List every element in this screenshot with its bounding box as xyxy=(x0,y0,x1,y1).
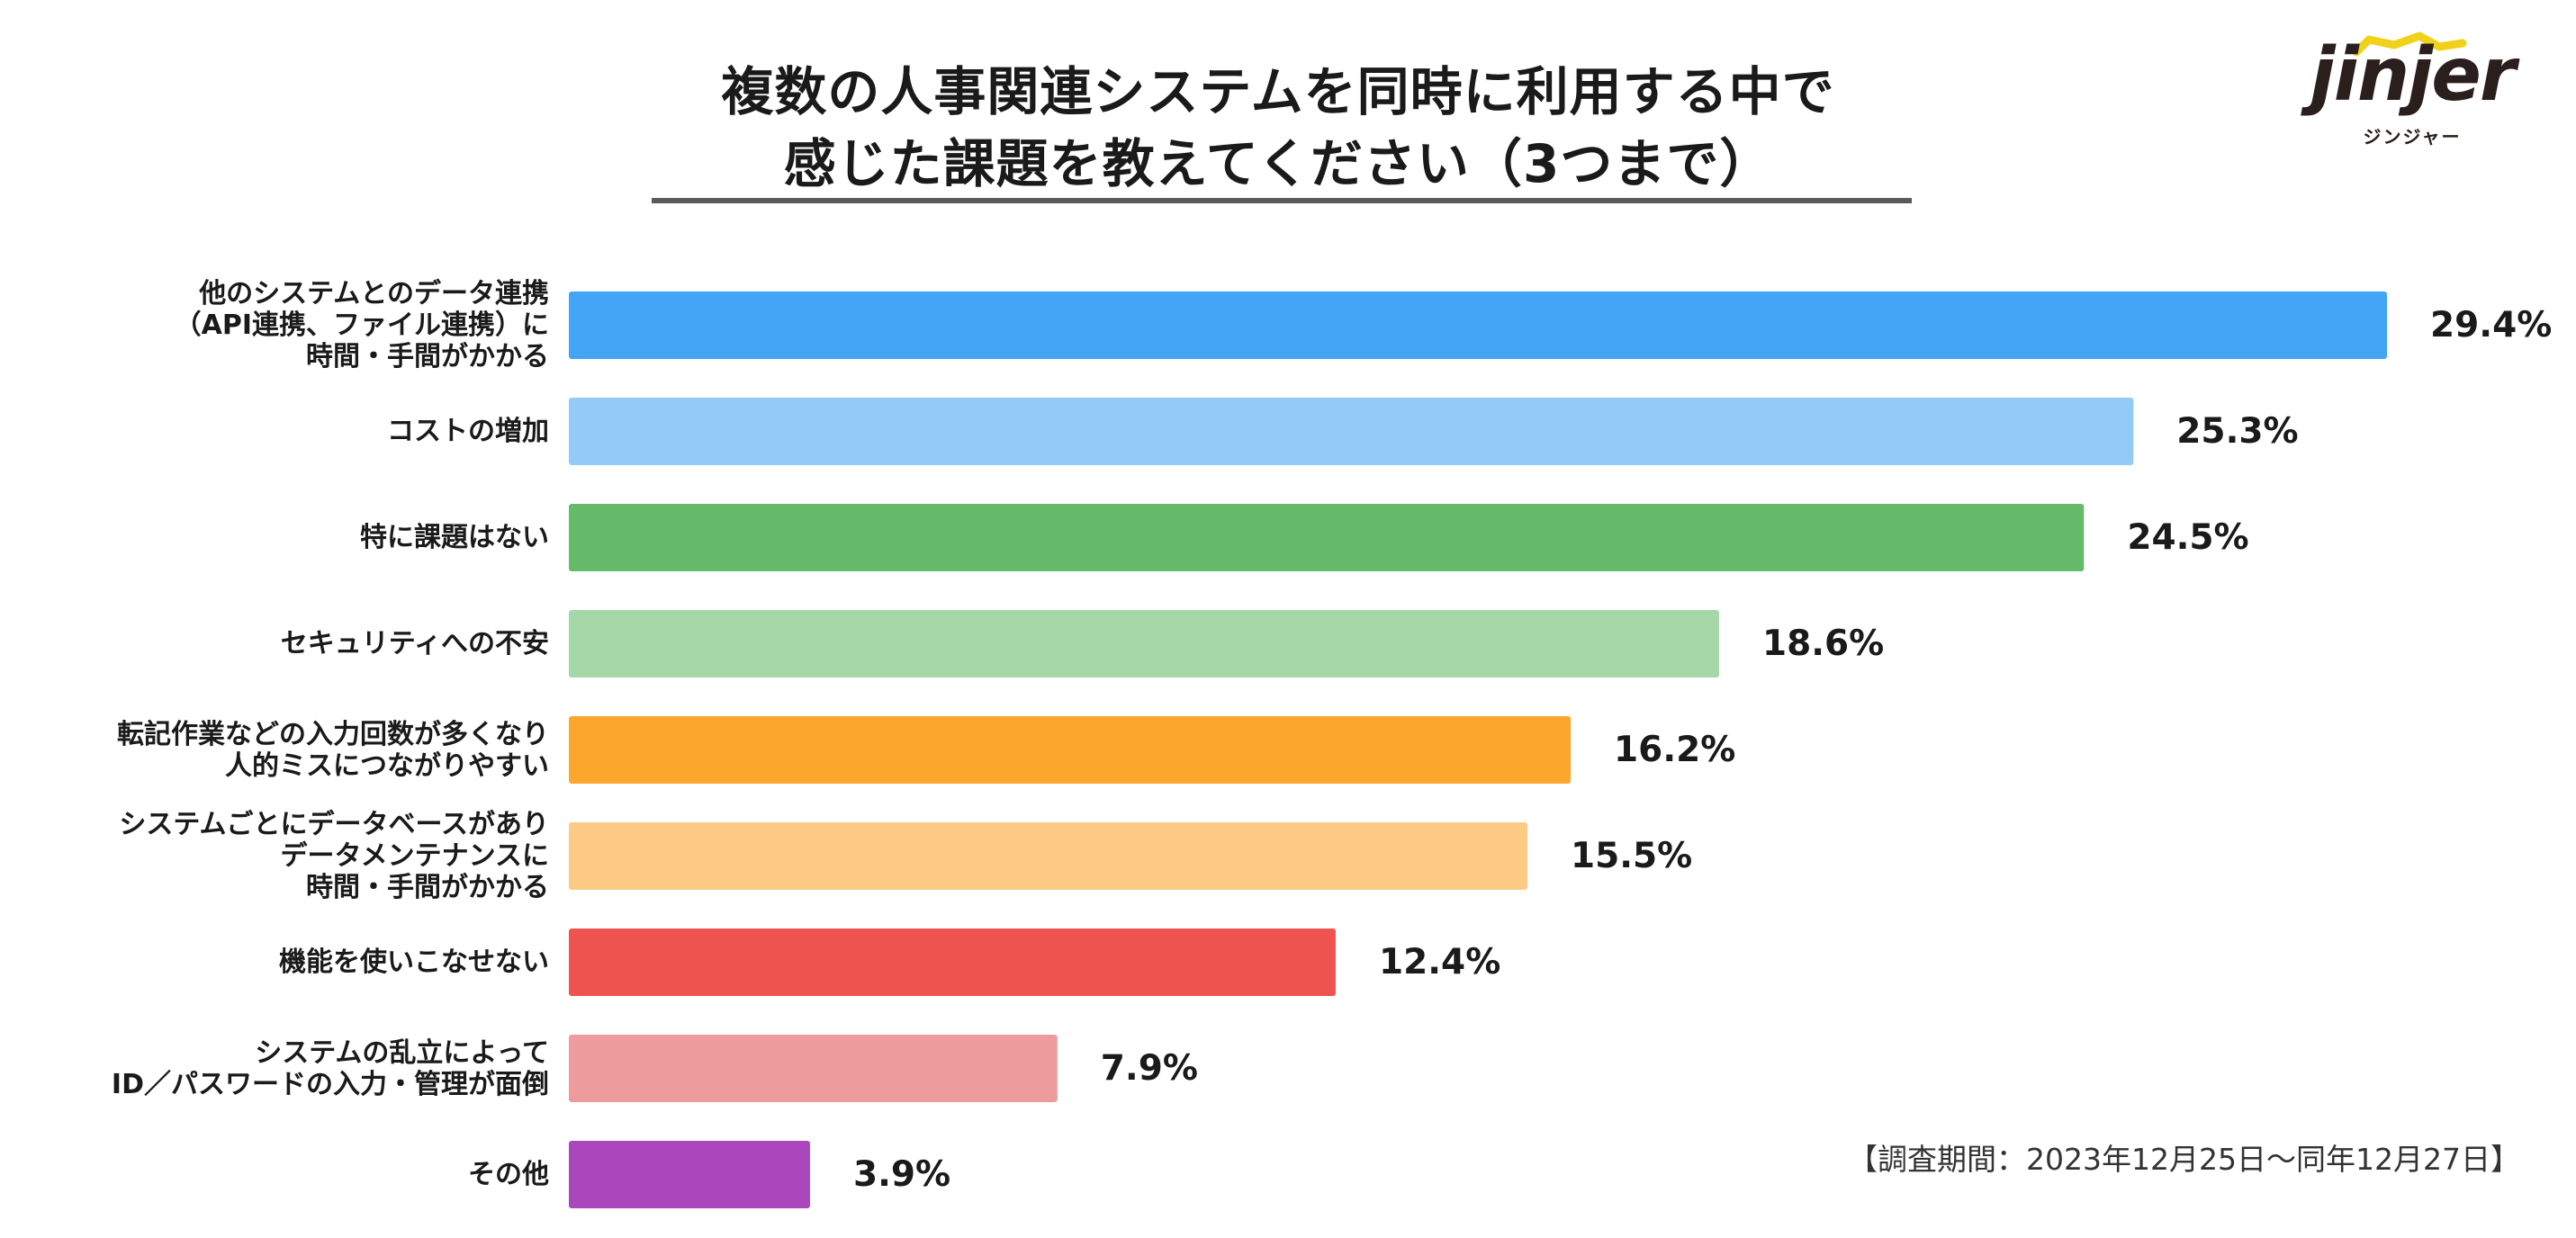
value-label-9: 3.9% xyxy=(852,1153,951,1195)
value-label-5: 16.2% xyxy=(1614,729,1736,770)
category-label-6: システムごとにデータベースがあり データメンテナンスに 時間・手間がかかる xyxy=(119,809,549,903)
bar-3 xyxy=(569,504,2085,571)
value-label-8: 7.9% xyxy=(1100,1047,1198,1089)
bar-4 xyxy=(569,610,1719,677)
logo-accent-icon xyxy=(2352,31,2467,57)
survey-period: 【調査期間：2023年12月25日〜同年12月27日】 xyxy=(1848,1142,2520,1177)
bar-7 xyxy=(569,928,1336,996)
value-label-1: 29.4% xyxy=(2430,304,2553,345)
category-label-7: 機能を使いこなせない xyxy=(279,946,549,978)
value-label-4: 18.6% xyxy=(1761,623,1885,664)
value-label-2: 25.3% xyxy=(2176,410,2299,452)
value-label-7: 12.4% xyxy=(1378,941,1501,982)
bar-8 xyxy=(569,1035,1058,1102)
category-label-3: 特に課題はない xyxy=(360,522,549,553)
bar-6 xyxy=(569,822,1527,890)
bar-9 xyxy=(569,1141,810,1208)
category-label-4: セキュリティへの不安 xyxy=(280,628,549,659)
logo-wordmark: jinjer xyxy=(2310,32,2517,118)
title-underline xyxy=(652,198,1912,203)
chart-title: 複数の人事関連システムを同時に利用する中で 感じた課題を教えてください（3つまで… xyxy=(648,56,1908,200)
jinjer-logo: jinjer ジンジャー xyxy=(2304,16,2520,148)
category-label-2: コストの増加 xyxy=(387,416,549,447)
category-label-8: システムの乱立によって ID／パスワードの入力・管理が面倒 xyxy=(111,1036,549,1100)
chart-title-line-2: 感じた課題を教えてください（3つまで） xyxy=(783,133,1773,194)
category-label-9: その他 xyxy=(468,1159,549,1190)
category-label-1: 他のシステムとのデータ連携 （API連携、ファイル連携）に 時間・手間がかかる xyxy=(174,278,549,372)
chart-title-line-1: 複数の人事関連システムを同時に利用する中で xyxy=(721,61,1835,122)
logo-subtitle: ジンジャー xyxy=(2363,126,2462,148)
value-label-6: 15.5% xyxy=(1570,835,1693,876)
bar-1 xyxy=(569,292,2387,359)
category-label-5: 転記作業などの入力回数が多くなり 人的ミスにつながりやすい xyxy=(117,718,549,782)
bar-5 xyxy=(569,716,1572,784)
value-label-3: 24.5% xyxy=(2127,516,2249,558)
bar-2 xyxy=(569,398,2134,465)
